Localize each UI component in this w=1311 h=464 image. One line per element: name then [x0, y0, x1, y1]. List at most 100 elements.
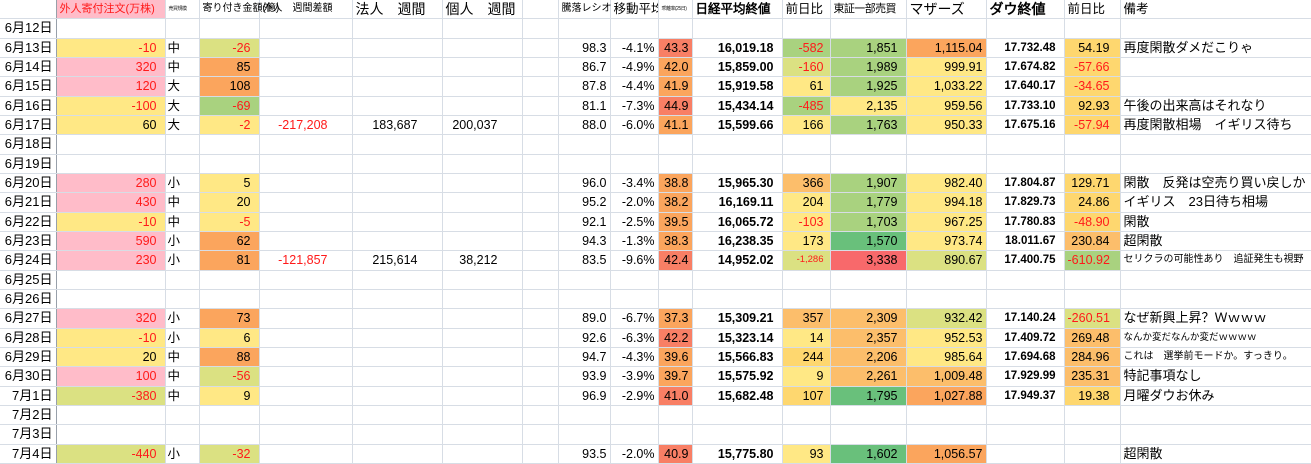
cell-corp-week[interactable] — [352, 18, 443, 39]
cell-date[interactable]: 7月2日 — [0, 405, 57, 426]
cell-date[interactable]: 6月20日 — [0, 173, 57, 194]
cell-nikkei-close[interactable] — [692, 154, 783, 174]
cell-tse-volume[interactable]: 1,779 — [830, 192, 907, 213]
cell-updown-ratio[interactable] — [558, 270, 611, 290]
cell-deviation[interactable]: 42.0 — [658, 57, 693, 78]
cell-scale[interactable]: 小 — [165, 328, 200, 348]
cell-corp-week[interactable] — [352, 328, 443, 348]
cell-nikkei-close[interactable] — [692, 289, 783, 310]
cell-corp-week[interactable] — [352, 173, 443, 194]
cell-dow-change[interactable]: -57.66 — [1064, 57, 1121, 78]
cell-foreign-order[interactable]: 320 — [56, 308, 166, 329]
cell-moving-average[interactable]: -4.4% — [610, 76, 659, 97]
cell-opening-amount[interactable] — [199, 154, 260, 174]
cell-nikkei-close[interactable] — [692, 134, 783, 155]
cell-nikkei-close[interactable]: 15,566.83 — [692, 347, 783, 368]
cell-updown-ratio[interactable]: 81.1 — [558, 96, 611, 116]
cell-moving-average[interactable] — [610, 405, 659, 426]
cell-opening-amount[interactable]: 9 — [199, 386, 260, 406]
cell-mothers[interactable] — [906, 270, 987, 290]
cell-tse-volume[interactable] — [830, 154, 907, 174]
cell-mothers[interactable]: 985.64 — [906, 347, 987, 368]
header-mothers[interactable]: マザーズ — [906, 0, 987, 20]
cell-corp-week[interactable] — [352, 38, 443, 58]
cell-remarks[interactable]: 再度閑散相場 イギリス待ち — [1120, 115, 1311, 136]
cell-nikkei-change[interactable] — [782, 270, 831, 290]
cell-moving-average[interactable] — [610, 18, 659, 39]
cell-dow-change[interactable]: 19.38 — [1064, 386, 1121, 406]
cell-mothers[interactable] — [906, 154, 987, 174]
cell-updown-ratio[interactable]: 94.3 — [558, 231, 611, 252]
cell-scale[interactable]: 中 — [165, 57, 200, 78]
cell-dow-close[interactable]: 17.829.73 — [986, 192, 1065, 213]
cell-dow-close[interactable]: 18.011.67 — [986, 231, 1065, 252]
cell-date[interactable]: 7月4日 — [0, 444, 57, 464]
cell-scale[interactable] — [165, 405, 200, 426]
cell-updown-ratio[interactable]: 95.2 — [558, 192, 611, 213]
cell-moving-average[interactable] — [610, 289, 659, 310]
cell-individual-week[interactable] — [442, 444, 523, 464]
cell-opening-amount[interactable]: -32 — [199, 444, 260, 464]
cell-tse-volume[interactable]: 1,570 — [830, 231, 907, 252]
cell-foreign-week[interactable] — [259, 405, 353, 426]
cell-tse-volume[interactable]: 2,206 — [830, 347, 907, 368]
cell-date[interactable]: 6月19日 — [0, 154, 57, 174]
cell-spacer[interactable] — [522, 134, 559, 155]
cell-moving-average[interactable]: -4.3% — [610, 347, 659, 368]
cell-individual-week[interactable] — [442, 424, 523, 445]
cell-foreign-order[interactable]: -10 — [56, 212, 166, 232]
cell-remarks[interactable] — [1120, 424, 1311, 445]
cell-nikkei-change[interactable] — [782, 424, 831, 445]
cell-opening-amount[interactable] — [199, 18, 260, 39]
cell-date[interactable]: 6月22日 — [0, 212, 57, 232]
cell-nikkei-change[interactable]: -160 — [782, 57, 831, 78]
cell-foreign-order[interactable]: -440 — [56, 444, 166, 464]
cell-nikkei-change[interactable]: 14 — [782, 328, 831, 348]
cell-scale[interactable] — [165, 289, 200, 310]
cell-deviation[interactable]: 41.0 — [658, 386, 693, 406]
cell-corp-week[interactable] — [352, 405, 443, 426]
cell-updown-ratio[interactable] — [558, 424, 611, 445]
cell-foreign-order[interactable]: -10 — [56, 328, 166, 348]
cell-remarks[interactable]: 午後の出来高はそれなり — [1120, 96, 1311, 116]
cell-updown-ratio[interactable] — [558, 134, 611, 155]
cell-corp-week[interactable] — [352, 231, 443, 252]
cell-dow-change[interactable] — [1064, 424, 1121, 445]
cell-foreign-week[interactable] — [259, 270, 353, 290]
cell-spacer[interactable] — [522, 289, 559, 310]
cell-foreign-week[interactable] — [259, 96, 353, 116]
cell-dow-close[interactable]: 17.780.83 — [986, 212, 1065, 232]
cell-scale[interactable] — [165, 154, 200, 174]
cell-individual-week[interactable] — [442, 386, 523, 406]
cell-foreign-order[interactable] — [56, 289, 166, 310]
cell-dow-close[interactable]: 17.694.68 — [986, 347, 1065, 368]
cell-date[interactable]: 6月17日 — [0, 115, 57, 136]
cell-foreign-week[interactable]: -121,857 — [259, 250, 353, 271]
cell-tse-volume[interactable]: 1,907 — [830, 173, 907, 194]
cell-nikkei-change[interactable] — [782, 134, 831, 155]
cell-dow-close[interactable]: 17.400.75 — [986, 250, 1065, 271]
cell-individual-week[interactable] — [442, 347, 523, 368]
cell-dow-close[interactable] — [986, 289, 1065, 310]
cell-corp-week[interactable] — [352, 96, 443, 116]
cell-nikkei-change[interactable]: 204 — [782, 192, 831, 213]
cell-tse-volume[interactable] — [830, 405, 907, 426]
cell-mothers[interactable]: 952.53 — [906, 328, 987, 348]
cell-dow-change[interactable]: 235.31 — [1064, 366, 1121, 387]
cell-corp-week[interactable] — [352, 192, 443, 213]
cell-opening-amount[interactable] — [199, 405, 260, 426]
cell-mothers[interactable]: 999.91 — [906, 57, 987, 78]
cell-individual-week[interactable] — [442, 192, 523, 213]
cell-tse-volume[interactable]: 3,338 — [830, 250, 907, 271]
cell-updown-ratio[interactable] — [558, 18, 611, 39]
cell-nikkei-close[interactable]: 16,238.35 — [692, 231, 783, 252]
cell-deviation[interactable]: 44.9 — [658, 96, 693, 116]
cell-nikkei-change[interactable] — [782, 154, 831, 174]
cell-nikkei-change[interactable]: 244 — [782, 347, 831, 368]
cell-updown-ratio[interactable]: 92.1 — [558, 212, 611, 232]
cell-dow-change[interactable]: 92.93 — [1064, 96, 1121, 116]
cell-foreign-week[interactable] — [259, 76, 353, 97]
cell-corp-week[interactable] — [352, 154, 443, 174]
cell-date[interactable]: 6月16日 — [0, 96, 57, 116]
cell-dow-change[interactable]: -57.94 — [1064, 115, 1121, 136]
